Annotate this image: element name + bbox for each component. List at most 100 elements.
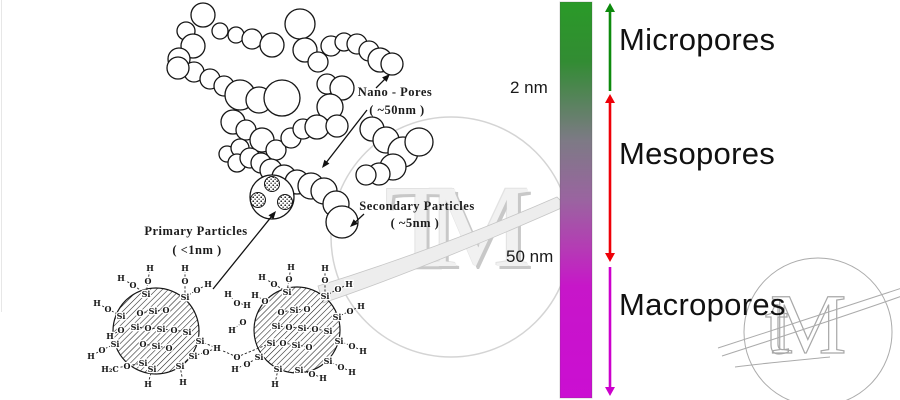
svg-text:O: O bbox=[278, 307, 285, 317]
svg-text:H₂C: H₂C bbox=[101, 364, 118, 374]
svg-text:Si: Si bbox=[335, 336, 344, 346]
svg-text:Si: Si bbox=[255, 352, 264, 362]
svg-text:Si: Si bbox=[290, 305, 299, 315]
svg-text:Si: Si bbox=[333, 312, 342, 322]
pore-size-gradient-bar bbox=[559, 1, 593, 399]
svg-text:O: O bbox=[335, 284, 342, 294]
svg-text:H: H bbox=[228, 325, 236, 335]
svg-text:Si: Si bbox=[181, 292, 190, 302]
svg-text:H: H bbox=[348, 367, 356, 377]
svg-text:Si: Si bbox=[272, 321, 281, 331]
svg-text:O: O bbox=[286, 274, 293, 284]
svg-text:Si: Si bbox=[324, 356, 333, 366]
svg-text:O: O bbox=[182, 276, 189, 286]
svg-text:O: O bbox=[145, 276, 152, 286]
nano-pores-label: Nano - Pores bbox=[357, 85, 433, 99]
annotation-arrow bbox=[375, 74, 390, 89]
svg-text:O: O bbox=[338, 362, 345, 372]
svg-text:O: O bbox=[118, 325, 125, 335]
primary-particle-dot bbox=[277, 194, 293, 210]
svg-text:Si: Si bbox=[149, 306, 158, 316]
svg-text:Si: Si bbox=[117, 311, 126, 321]
svg-text:H: H bbox=[87, 351, 95, 361]
svg-text:O: O bbox=[306, 342, 313, 352]
scale-range-arrow bbox=[605, 3, 615, 91]
svg-text:H: H bbox=[251, 290, 259, 300]
svg-text:O: O bbox=[286, 322, 293, 332]
svg-text:H: H bbox=[213, 343, 221, 353]
annotation-arrow bbox=[350, 213, 365, 227]
svg-text:O: O bbox=[240, 317, 247, 327]
svg-text:O: O bbox=[203, 347, 210, 357]
svg-text:H: H bbox=[321, 263, 329, 273]
watermark-graphics bbox=[317, 113, 900, 400]
micropores-label: Micropores bbox=[619, 22, 776, 57]
svg-text:O: O bbox=[99, 345, 106, 355]
svg-text:Si: Si bbox=[321, 291, 330, 301]
svg-text:H: H bbox=[258, 272, 266, 282]
annotation-arrow bbox=[322, 109, 368, 168]
secondary-particles-label: Secondary Particles bbox=[359, 199, 475, 213]
svg-text:O: O bbox=[322, 275, 329, 285]
svg-text:O: O bbox=[124, 361, 131, 371]
svg-text:Si: Si bbox=[148, 364, 157, 374]
svg-text:O: O bbox=[347, 306, 354, 316]
svg-text:Si: Si bbox=[283, 287, 292, 297]
svg-text:O: O bbox=[244, 359, 251, 369]
svg-text:Si: Si bbox=[183, 327, 192, 337]
primary-particle-dot bbox=[264, 176, 280, 192]
svg-text:Si: Si bbox=[111, 339, 120, 349]
svg-text:O: O bbox=[349, 341, 356, 351]
svg-text:H: H bbox=[179, 377, 187, 387]
svg-text:O: O bbox=[105, 304, 112, 314]
svg-text:O: O bbox=[304, 304, 311, 314]
svg-text:H: H bbox=[204, 279, 212, 289]
svg-text:H: H bbox=[231, 364, 239, 374]
primary-particle-dot bbox=[250, 192, 266, 208]
svg-text:O: O bbox=[271, 279, 278, 289]
svg-text:Si: Si bbox=[176, 361, 185, 371]
svg-text:Si: Si bbox=[295, 365, 304, 375]
scale-tick-2nm: 2 nm bbox=[510, 78, 548, 97]
svg-text:H: H bbox=[345, 279, 353, 289]
svg-text:O: O bbox=[309, 369, 316, 379]
svg-text:Si: Si bbox=[267, 338, 276, 348]
svg-text:Si: Si bbox=[142, 289, 151, 299]
svg-text:O: O bbox=[262, 296, 269, 306]
annotation-arrow bbox=[212, 211, 276, 290]
svg-text:Si: Si bbox=[321, 291, 330, 301]
svg-text:Si: Si bbox=[324, 326, 333, 336]
svg-text:O: O bbox=[234, 352, 241, 362]
svg-text:Si: Si bbox=[142, 289, 151, 299]
svg-text:Si: Si bbox=[298, 323, 307, 333]
svg-text:Si: Si bbox=[274, 364, 283, 374]
svg-text:O: O bbox=[234, 298, 241, 308]
primary-particles-label: Primary Particles bbox=[144, 224, 248, 238]
left-edge-artifact bbox=[1, 0, 2, 312]
svg-text:Si: Si bbox=[196, 336, 205, 346]
svg-text:Si: Si bbox=[139, 358, 148, 368]
svg-text:O: O bbox=[140, 339, 147, 349]
svg-text:O: O bbox=[163, 305, 170, 315]
svg-text:Si: Si bbox=[283, 287, 292, 297]
primary-particles-size: ( <1nm ) bbox=[172, 243, 222, 257]
svg-text:O: O bbox=[137, 308, 144, 318]
svg-text:O: O bbox=[166, 343, 173, 353]
scale-tick-50nm: 50 nm bbox=[506, 247, 554, 266]
svg-text:H: H bbox=[287, 262, 295, 272]
svg-text:H: H bbox=[359, 346, 367, 356]
svg-text:Si: Si bbox=[181, 292, 190, 302]
svg-text:O: O bbox=[145, 323, 152, 333]
svg-text:O: O bbox=[312, 324, 319, 334]
svg-text:H: H bbox=[181, 263, 189, 273]
secondary-particles-size: ( ~5nm ) bbox=[390, 216, 440, 230]
svg-text:H: H bbox=[117, 273, 125, 283]
particle-cluster bbox=[166, 2, 434, 239]
nano-pores-size: ( ~50nm ) bbox=[369, 103, 425, 117]
svg-text:Si: Si bbox=[292, 340, 301, 350]
scale-range-arrow bbox=[605, 94, 615, 262]
svg-text:H: H bbox=[357, 301, 365, 311]
